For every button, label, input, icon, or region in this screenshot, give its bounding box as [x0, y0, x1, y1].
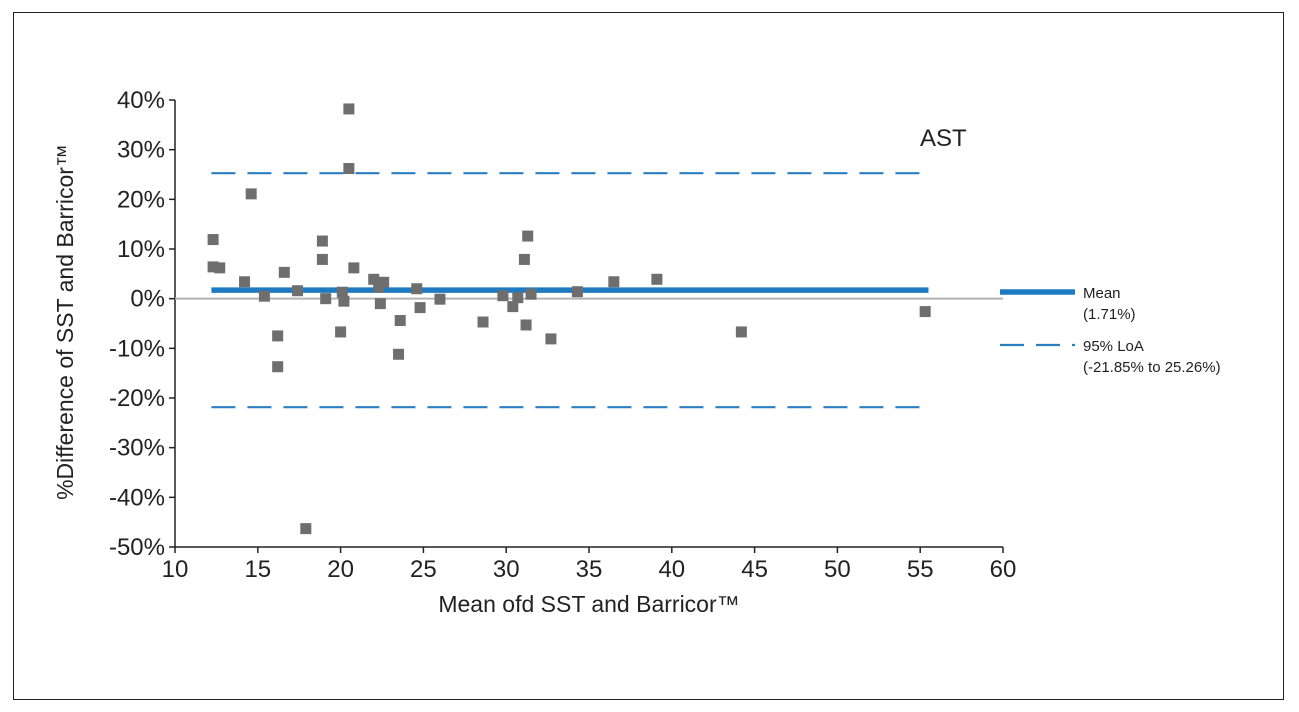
data-point [394, 315, 406, 327]
y-tick-label: -30% [109, 435, 165, 462]
y-tick-label: -10% [109, 335, 165, 362]
legend-mean-value: (1.71%) [1083, 306, 1136, 323]
x-tick-label: 45 [741, 556, 768, 583]
data-point [411, 283, 423, 295]
data-point [434, 293, 446, 305]
data-point [316, 253, 328, 265]
x-tick-label: 20 [327, 556, 354, 583]
y-tick-label: 20% [117, 186, 165, 213]
legend-mean-label: Mean [1083, 285, 1121, 302]
data-point [335, 326, 347, 338]
data-point [378, 276, 390, 288]
data-point [316, 235, 328, 247]
data-point [348, 262, 360, 274]
data-point [571, 286, 583, 298]
data-point [374, 298, 386, 310]
y-tick-label: -20% [109, 385, 165, 412]
x-ticks: 10 15 20 25 30 35 40 45 50 55 60 [162, 547, 1017, 583]
x-tick-label: 40 [658, 556, 685, 583]
data-point [651, 273, 663, 285]
x-tick-label: 55 [907, 556, 934, 583]
data-point [207, 234, 219, 246]
data-point [497, 290, 509, 302]
axes [174, 100, 1003, 548]
legend-loa-label: 95% LoA [1083, 338, 1144, 355]
y-ticks: 40% 30% 20% 10% 0% -10% -20% -30% -40% -50% [109, 87, 175, 561]
data-point [239, 276, 251, 288]
x-tick-label: 30 [493, 556, 520, 583]
data-point [477, 316, 489, 328]
legend: Mean (1.71%) 95% LoA (-21.85% to 25.26%) [1000, 285, 1221, 376]
x-tick-label: 60 [990, 556, 1017, 583]
y-tick-label: -40% [109, 484, 165, 511]
y-tick-label: -50% [109, 534, 165, 561]
data-point [292, 285, 304, 297]
data-point [320, 293, 332, 305]
x-tick-label: 35 [576, 556, 603, 583]
panel-label: AST [920, 125, 967, 152]
x-tick-label: 15 [244, 556, 271, 583]
data-point [525, 288, 537, 300]
data-point [518, 253, 530, 265]
data-point [512, 292, 524, 304]
data-point [414, 302, 426, 314]
data-point [214, 262, 226, 274]
data-point [545, 333, 557, 345]
x-tick-label: 50 [824, 556, 851, 583]
y-axis-title: %Difference of SST and Barricor™ [52, 144, 78, 500]
data-point [258, 290, 270, 302]
data-point [336, 286, 348, 298]
legend-loa-range: (-21.85% to 25.26%) [1083, 359, 1221, 376]
x-axis-title: Mean ofd SST and Barricor™ [438, 591, 739, 617]
data-point [520, 319, 532, 331]
data-point [343, 103, 355, 115]
y-tick-label: 40% [117, 87, 165, 114]
legend-item-loa: 95% LoA (-21.85% to 25.26%) [1000, 338, 1221, 376]
data-point [608, 276, 620, 288]
data-point [272, 361, 284, 373]
data-point [393, 348, 405, 360]
data-point [300, 523, 312, 535]
y-tick-label: 10% [117, 236, 165, 263]
data-points [207, 103, 931, 535]
figure-frame [13, 12, 1284, 700]
data-point [272, 330, 284, 342]
data-point [522, 230, 534, 242]
legend-item-mean: Mean (1.71%) [1000, 285, 1136, 323]
data-point [278, 266, 290, 278]
data-point [919, 306, 931, 318]
x-tick-label: 10 [162, 556, 189, 583]
y-tick-label: 30% [117, 137, 165, 164]
y-tick-label: 0% [130, 286, 165, 313]
data-point [507, 301, 519, 313]
x-tick-label: 25 [410, 556, 437, 583]
data-point [343, 163, 355, 175]
data-point [368, 273, 380, 285]
data-point [735, 326, 747, 338]
data-point [338, 295, 350, 307]
data-point [245, 188, 257, 200]
data-point [207, 261, 219, 273]
